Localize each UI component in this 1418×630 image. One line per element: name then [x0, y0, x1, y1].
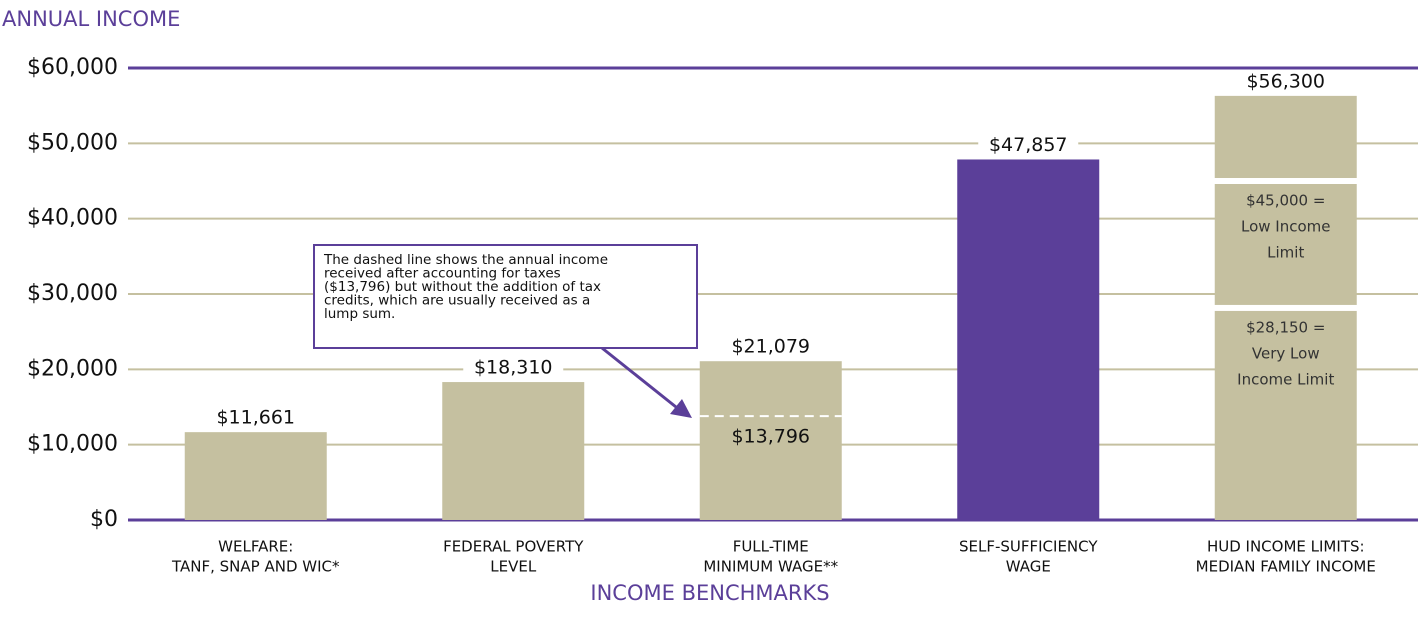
x-tick-label: MEDIAN FAMILY INCOME — [1196, 558, 1376, 576]
bar — [184, 432, 327, 520]
x-tick-label: SELF-SUFFICIENCY — [959, 538, 1098, 556]
segment-label: Very Low — [1252, 344, 1320, 362]
label-bg — [1235, 70, 1336, 93]
bar-segment — [1214, 95, 1357, 178]
callout-box — [313, 244, 698, 349]
segment-label: Limit — [1267, 244, 1304, 262]
label-bg — [720, 336, 821, 359]
y-tick-label: $10,000 — [27, 432, 118, 457]
value-label: $11,661 — [216, 407, 295, 429]
value-label: $47,857 — [989, 134, 1068, 156]
bar-segment — [1214, 310, 1357, 520]
bar — [957, 159, 1100, 520]
x-tick-label: WAGE — [1006, 558, 1051, 576]
callout-text: lump sum. — [324, 306, 395, 322]
y-tick-label: $0 — [90, 507, 118, 532]
value-label: $18,310 — [474, 357, 553, 379]
bar — [699, 361, 842, 520]
y-tick-label: $60,000 — [27, 55, 118, 80]
x-tick-label: MINIMUM WAGE** — [703, 558, 838, 576]
y-tick-label: $20,000 — [27, 356, 118, 381]
segment-label: $45,000 = — [1246, 192, 1325, 210]
segment-label: $28,150 = — [1246, 318, 1325, 336]
label-bg — [978, 134, 1079, 157]
callout-text: ($13,796) but without the addition of ta… — [324, 279, 601, 295]
y-axis-title: ANNUAL INCOME — [2, 7, 180, 31]
y-tick-label: $30,000 — [27, 281, 118, 306]
callout-text: The dashed line shows the annual income — [323, 252, 608, 268]
y-tick-label: $40,000 — [27, 206, 118, 231]
value-label: $21,079 — [731, 336, 810, 358]
bar-segment — [1214, 184, 1357, 305]
bar — [442, 382, 585, 520]
x-tick-label: LEVEL — [490, 558, 537, 576]
callout-text: received after accounting for taxes — [324, 266, 561, 282]
x-axis-title: INCOME BENCHMARKS — [590, 581, 829, 605]
label-bg — [205, 407, 306, 430]
segment-label: Low Income — [1241, 218, 1331, 236]
y-tick-label: $50,000 — [27, 130, 118, 155]
callout-arrow — [601, 346, 677, 409]
value-label: $56,300 — [1246, 70, 1325, 92]
after-tax-label: $13,796 — [731, 426, 810, 448]
label-bg — [463, 357, 564, 380]
x-tick-label: TANF, SNAP AND WIC* — [171, 558, 340, 576]
segment-label: Income Limit — [1237, 370, 1334, 388]
x-tick-label: WELFARE: — [218, 538, 293, 556]
x-tick-label: HUD INCOME LIMITS: — [1207, 538, 1365, 556]
callout-text: credits, which are usually received as a — [324, 293, 590, 309]
x-tick-label: FULL-TIME — [733, 538, 809, 556]
callout-arrowhead — [670, 399, 692, 418]
x-tick-label: FEDERAL POVERTY — [443, 538, 584, 556]
